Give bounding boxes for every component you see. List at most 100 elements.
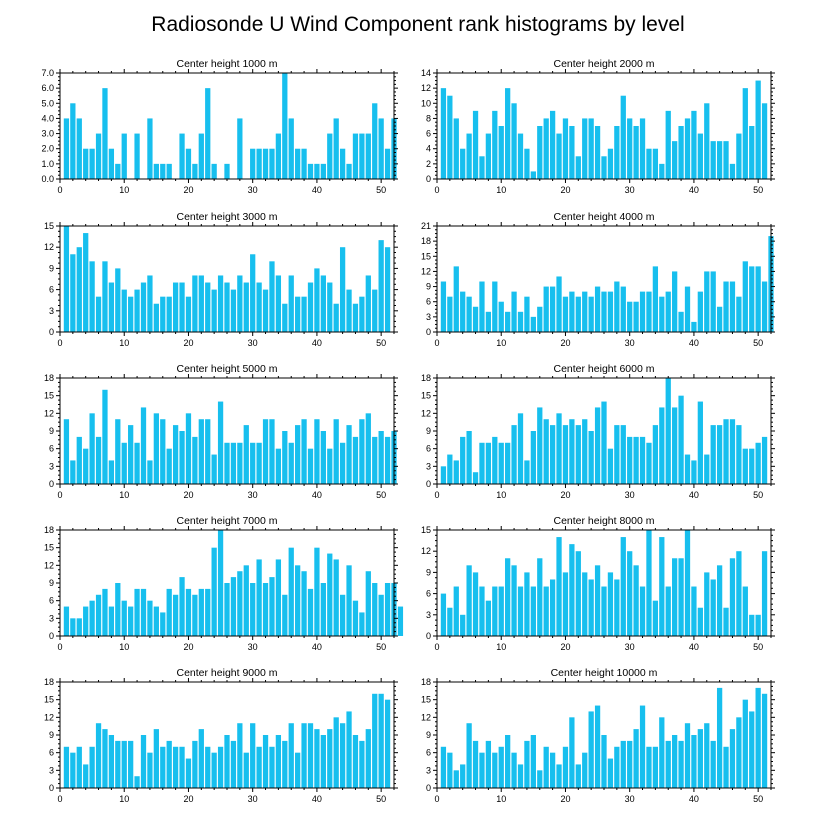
bar — [749, 614, 755, 636]
bar — [102, 389, 108, 484]
bar — [736, 133, 742, 179]
bar — [160, 612, 166, 636]
bar — [352, 133, 359, 179]
x-tick-label: 20 — [183, 794, 193, 804]
bar — [134, 776, 140, 788]
bar — [620, 286, 626, 332]
panel-6: Center height 6000 m 0 3 6 9 12 15 18 0 10 20 30 40 5… — [421, 363, 775, 500]
bar — [460, 148, 466, 179]
bar — [172, 282, 179, 332]
bar — [652, 266, 659, 332]
y-tick-label: 15 — [421, 695, 431, 705]
x-tick-label: 10 — [496, 490, 506, 500]
bar — [288, 118, 294, 179]
panel-1: Center height 1000 m 0.0 1.0 2.0 3.0 4.0 5.0 6.… — [41, 58, 398, 195]
bar — [108, 735, 115, 788]
bar — [678, 558, 684, 636]
x-tick-label: 30 — [625, 794, 635, 804]
y-tick-label: 8 — [426, 113, 431, 123]
bar — [70, 618, 76, 636]
bar — [646, 148, 652, 179]
bar — [198, 133, 204, 179]
x-tick-label: 50 — [376, 642, 386, 652]
bar — [549, 110, 556, 179]
x-tick-label: 50 — [753, 185, 763, 195]
bar — [761, 436, 768, 484]
bar — [211, 289, 217, 332]
bar — [365, 133, 371, 179]
bar — [562, 296, 569, 332]
bar — [697, 729, 703, 788]
bar — [134, 289, 140, 332]
bar — [601, 586, 607, 636]
panel-4: Center height 4000 m 0 3 6 9 12 15 18 21 0 10 20 30 4… — [421, 211, 775, 348]
bar — [601, 156, 607, 179]
bar — [704, 103, 710, 179]
bar — [359, 419, 365, 484]
bar — [153, 729, 159, 788]
bar — [352, 735, 359, 788]
bar — [485, 133, 492, 179]
bar — [440, 593, 447, 636]
bar — [243, 752, 249, 788]
bar — [179, 577, 185, 636]
bar — [160, 163, 166, 179]
bar — [76, 118, 82, 179]
bar — [346, 163, 352, 179]
bar — [307, 163, 314, 179]
x-tick-label: 30 — [248, 794, 258, 804]
bar — [594, 407, 601, 484]
bar — [250, 442, 256, 484]
bar — [672, 407, 678, 484]
x-tick-label: 0 — [434, 185, 439, 195]
bar — [372, 289, 378, 332]
bar — [697, 133, 703, 179]
bar — [250, 723, 256, 788]
bar — [192, 436, 198, 484]
bar — [537, 306, 543, 332]
bar — [620, 95, 626, 179]
bar — [620, 537, 626, 636]
x-tick-label: 40 — [689, 185, 699, 195]
bar — [153, 303, 159, 332]
bar — [672, 271, 678, 332]
bar — [147, 752, 153, 788]
x-tick-label: 40 — [312, 185, 322, 195]
bar — [505, 311, 511, 332]
x-tick-label: 20 — [560, 490, 570, 500]
bar — [479, 752, 485, 788]
bar — [147, 275, 153, 332]
bar — [716, 141, 723, 179]
bar — [288, 547, 294, 636]
bar — [89, 261, 95, 332]
bar — [755, 80, 761, 179]
bar — [295, 565, 301, 636]
bar — [70, 752, 76, 788]
bar — [320, 431, 326, 484]
y-tick-label: 3.0 — [41, 129, 54, 139]
y-tick-label: 2 — [426, 159, 431, 169]
bar — [269, 261, 275, 332]
bar — [755, 266, 761, 332]
bar — [102, 588, 108, 636]
x-tick-label: 0 — [57, 338, 62, 348]
bar — [716, 687, 723, 788]
bar — [282, 431, 288, 484]
bar — [282, 740, 288, 788]
bar — [89, 746, 95, 788]
y-tick-label: 18 — [421, 236, 431, 246]
bar — [172, 746, 179, 788]
bar — [327, 729, 333, 788]
x-tick-label: 0 — [57, 490, 62, 500]
bar — [108, 606, 115, 636]
bar — [485, 740, 492, 788]
bar — [359, 296, 365, 332]
bar — [588, 296, 594, 332]
y-tick-label: 15 — [421, 251, 431, 261]
bar — [633, 126, 639, 179]
bar — [485, 442, 492, 484]
bar — [250, 148, 256, 179]
bar — [691, 110, 697, 179]
bar — [269, 746, 275, 788]
bar — [511, 291, 517, 332]
